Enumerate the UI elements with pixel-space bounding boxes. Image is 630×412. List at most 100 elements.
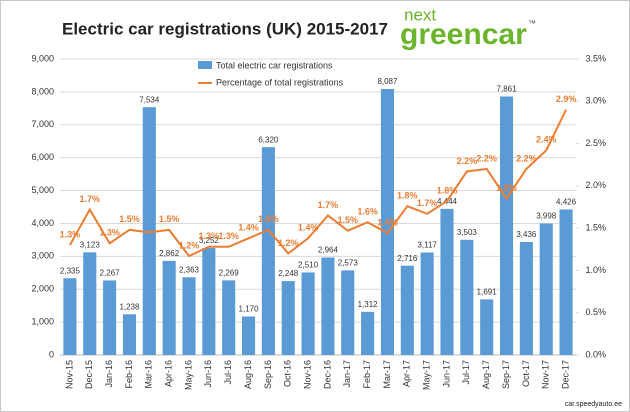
- line-value-label: 1.5%: [159, 214, 180, 224]
- x-tick-label: Apr-17: [402, 360, 412, 387]
- x-tick-label: Jul-17: [461, 360, 471, 385]
- bar-value-label: 7,861: [497, 85, 518, 94]
- line-value-label: 2.2%: [457, 156, 478, 166]
- line-value-label: 1.3%: [99, 228, 120, 238]
- bar: [460, 239, 474, 355]
- x-tick-label: Aug-16: [243, 360, 253, 389]
- bar-value-label: 8,087: [377, 77, 398, 86]
- bar-value-label: 2,862: [159, 249, 180, 258]
- x-tick-label: Feb-17: [362, 360, 372, 389]
- line-value-label: 2.2%: [476, 153, 497, 163]
- bar: [63, 278, 77, 355]
- bar-value-label: 3,436: [516, 230, 537, 239]
- line-value-label: 2.4%: [536, 135, 557, 145]
- y2-tick-label: 0.5%: [585, 307, 606, 317]
- bar-value-label: 3,117: [417, 241, 437, 250]
- bar: [559, 209, 573, 355]
- bar: [499, 96, 514, 355]
- x-tick-label: Nov-16: [302, 360, 312, 389]
- x-tick-label: May-17: [422, 360, 432, 390]
- bar: [83, 252, 97, 355]
- line-value-label: 1.5%: [338, 215, 359, 225]
- line-value-label: 1.4%: [298, 223, 319, 233]
- x-tick-label: Sep-17: [501, 360, 511, 389]
- bar: [142, 107, 156, 355]
- bar: [480, 299, 494, 355]
- legend-swatch: [198, 61, 212, 69]
- y2-tick-label: 1.0%: [585, 265, 606, 275]
- line-value-label: 1.2%: [278, 238, 299, 248]
- y2-tick-label: 3.0%: [585, 96, 606, 106]
- line-value-label: 2.2%: [516, 153, 537, 163]
- legend-label: Total electric car registrations: [216, 60, 333, 70]
- y2-tick-label: 1.5%: [585, 223, 606, 233]
- x-tick-label: Jun-16: [203, 360, 213, 388]
- y-tick-label: 2,000: [31, 284, 54, 294]
- line-value-label: 1.6%: [357, 207, 378, 217]
- bar-value-label: 3,998: [536, 212, 557, 221]
- x-tick-label: Dec-16: [322, 360, 332, 389]
- bar-value-label: 1,238: [119, 302, 140, 311]
- x-tick-label: Nov-15: [64, 360, 74, 389]
- line: [69, 109, 567, 258]
- bar: [241, 316, 256, 355]
- bar-value-label: 1,170: [239, 305, 260, 314]
- x-tick-label: Feb-16: [124, 360, 134, 389]
- x-tick-label: Dec-15: [84, 360, 94, 389]
- bar-value-label: 3,123: [80, 240, 101, 249]
- chart-title: Electric car registrations (UK) 2015-201…: [62, 19, 388, 38]
- y-tick-label: 7,000: [31, 119, 54, 129]
- x-tick-label: Jan-16: [104, 360, 114, 388]
- x-tick-label: Jul-16: [223, 360, 233, 385]
- x-tick-label: Sep-16: [263, 360, 273, 389]
- bar-value-label: 4,426: [556, 198, 577, 207]
- line-value-label: 1.5%: [119, 214, 140, 224]
- bar: [162, 260, 176, 355]
- y2-tick-label: 2.5%: [585, 138, 606, 148]
- line-value-label: 1.4%: [238, 223, 259, 233]
- bar-value-label: 3,252: [199, 236, 220, 245]
- bar: [301, 272, 315, 355]
- logo-main: greencar: [400, 18, 527, 51]
- bar: [519, 241, 533, 355]
- line-value-label: 1.2%: [179, 240, 200, 250]
- bar-value-label: 2,510: [298, 261, 319, 270]
- bar-value-label: 6,320: [258, 135, 279, 144]
- bar: [380, 89, 395, 355]
- bar-value-label: 1,691: [477, 287, 498, 296]
- line-value-label: 1.7%: [318, 200, 339, 210]
- bar-value-label: 2,248: [278, 269, 299, 278]
- y-tick-label: 0: [49, 349, 54, 359]
- bar-value-label: 7,534: [139, 95, 160, 104]
- line-value-label: 1.3%: [218, 231, 239, 241]
- bar-value-label: 2,573: [338, 258, 359, 267]
- bar: [122, 314, 137, 355]
- y2-tick-label: 3.5%: [585, 53, 606, 63]
- bar-value-label: 2,363: [179, 265, 200, 274]
- line-value-label: 1.4%: [377, 218, 398, 228]
- bar: [400, 265, 414, 355]
- x-tick-label: Mar-16: [144, 360, 154, 389]
- bar: [202, 248, 216, 355]
- bar: [420, 252, 434, 355]
- line-value-label: 1.8%: [397, 191, 418, 201]
- x-tick-label: Jan-17: [342, 360, 352, 388]
- x-tick-label: Dec-17: [560, 360, 570, 389]
- x-tick-label: Mar-17: [382, 360, 392, 389]
- x-tick-label: Oct-16: [283, 360, 293, 387]
- bar: [440, 208, 454, 355]
- bar-value-label: 2,269: [219, 268, 240, 277]
- bar-value-label: 3,503: [457, 228, 478, 237]
- line-value-label: 1.3%: [199, 231, 220, 241]
- y-tick-label: 5,000: [31, 185, 54, 195]
- bar: [261, 147, 275, 355]
- bar: [222, 280, 236, 355]
- line-value-label: 1.7%: [80, 194, 101, 204]
- line-value-label: 1.5%: [258, 214, 279, 224]
- bar: [539, 223, 553, 355]
- line-value-label: 1.9%: [496, 183, 517, 193]
- x-tick-label: Nov-17: [541, 360, 551, 389]
- line-value-label: 1.7%: [417, 198, 438, 208]
- bar-value-label: 2,335: [60, 266, 81, 275]
- y-tick-label: 4,000: [31, 218, 54, 228]
